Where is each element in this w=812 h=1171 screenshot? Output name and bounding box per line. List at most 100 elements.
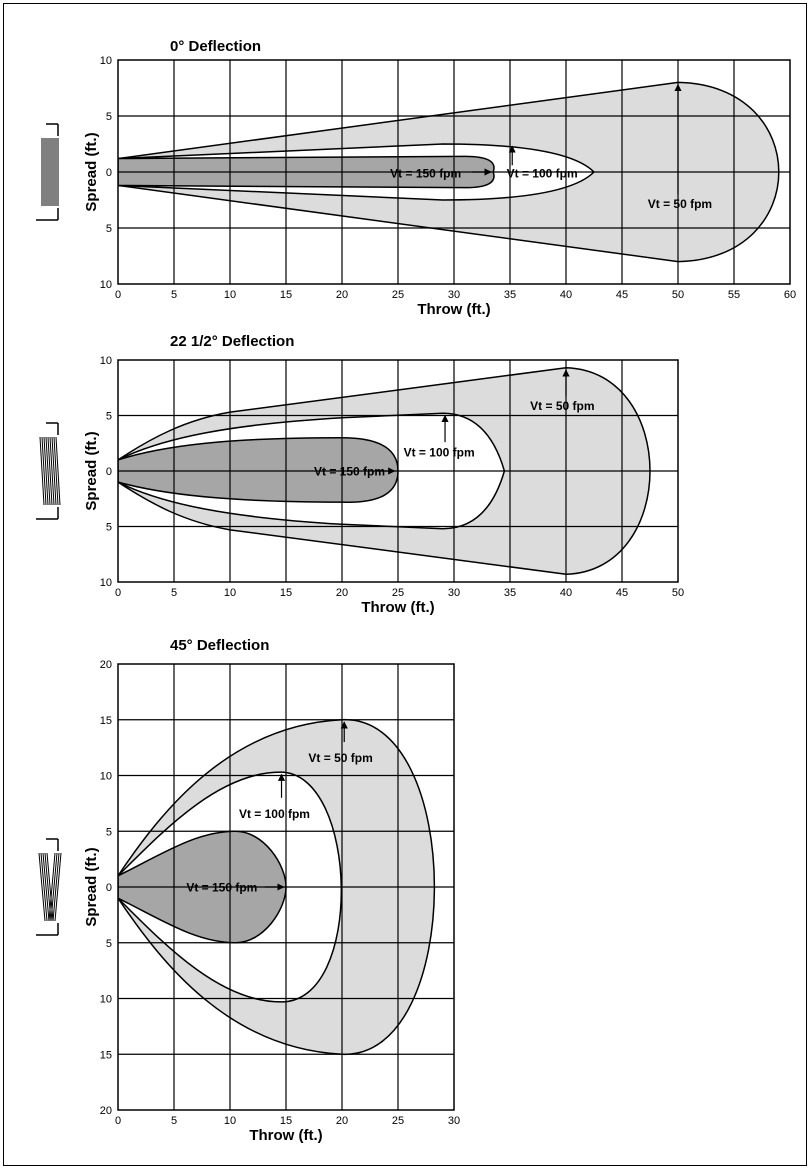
y-tick-label: 5 xyxy=(106,522,112,534)
annotations: Vt = 50 fpm Vt = 100 fpm Vt = 150 fpm xyxy=(314,369,595,478)
plot-border xyxy=(117,359,679,583)
label-vt-150: Vt = 150 fpm xyxy=(186,880,257,894)
x-tick-label: 10 xyxy=(224,587,236,599)
x-tick-label: 15 xyxy=(280,289,292,301)
diffuser-blade xyxy=(53,436,59,506)
annotations: Vt = 50 fpm Vt = 100 fpm Vt = 150 fpm xyxy=(390,83,712,211)
x-tick-labels: 0 5 10 15 20 25 30 xyxy=(115,1115,460,1127)
x-axis-label: Throw (ft.) xyxy=(361,599,434,616)
y-tick-label: 15 xyxy=(100,715,112,727)
y-tick-label: 5 xyxy=(106,223,112,235)
y-tick-label: 15 xyxy=(100,1049,112,1061)
y-tick-label: 5 xyxy=(106,938,112,950)
diffuser-0-icon xyxy=(36,123,59,221)
diffuser-blade xyxy=(52,852,60,922)
diffuser-blade xyxy=(45,436,51,506)
x-tick-label: 55 xyxy=(728,289,740,301)
chart-title: 45° Deflection xyxy=(170,637,269,654)
x-tick-label: 40 xyxy=(560,289,572,301)
x-tick-label: 20 xyxy=(336,289,348,301)
y-tick-labels: 20 15 10 5 0 5 10 15 20 xyxy=(100,659,112,1117)
plot-border xyxy=(117,663,455,1111)
label-vt-50: Vt = 50 fpm xyxy=(530,399,594,413)
y-axis-label: Spread (ft.) xyxy=(83,431,100,510)
label-vt-50: Vt = 50 fpm xyxy=(648,197,712,211)
diffuser-blade xyxy=(40,852,48,922)
x-axis-label: Throw (ft.) xyxy=(417,301,490,318)
x-tick-label: 5 xyxy=(171,1115,177,1127)
x-tick-label: 30 xyxy=(448,289,460,301)
label-vt-100: Vt = 100 fpm xyxy=(507,167,578,181)
x-tick-label: 50 xyxy=(672,289,684,301)
x-tick-label: 40 xyxy=(560,587,572,599)
x-tick-label: 50 xyxy=(672,587,684,599)
x-tick-label: 45 xyxy=(616,289,628,301)
x-tick-labels: 0 5 10 15 20 25 30 35 40 45 50 xyxy=(115,587,684,599)
y-axis-label: Spread (ft.) xyxy=(83,132,100,211)
diffuser-blade xyxy=(43,436,49,506)
chart-title: 22 1/2° Deflection xyxy=(170,333,294,350)
label-vt-50: Vt = 50 fpm xyxy=(308,751,372,765)
y-axis-label: Spread (ft.) xyxy=(83,847,100,926)
chart-22-5-deflection: 22 1/2° Deflection 0 5 10 15 20 25 30 35 40 45 50 … xyxy=(36,333,684,616)
x-tick-label: 0 xyxy=(115,587,121,599)
label-vt-100: Vt = 100 fpm xyxy=(239,807,310,821)
diffuser-blade xyxy=(49,436,55,506)
y-tick-label: 10 xyxy=(100,355,112,367)
diffuser-blade xyxy=(39,436,45,506)
diffuser-blade xyxy=(54,852,62,922)
x-tick-label: 45 xyxy=(616,587,628,599)
x-tick-label: 5 xyxy=(171,587,177,599)
plot-border xyxy=(117,59,791,285)
x-tick-label: 20 xyxy=(336,587,348,599)
x-tick-label: 60 xyxy=(784,289,796,301)
x-tick-label: 25 xyxy=(392,1115,404,1127)
x-tick-label: 30 xyxy=(448,1115,460,1127)
diffuser-blade xyxy=(48,852,56,922)
x-tick-label: 25 xyxy=(392,289,404,301)
y-tick-labels: 10 5 0 5 10 xyxy=(100,55,112,291)
y-tick-label: 20 xyxy=(100,659,112,671)
diffuser-blade xyxy=(42,852,50,922)
chart-45-deflection: 45° Deflection 0 5 10 15 20 25 30 20 15 10 5 0 5 10 1… xyxy=(36,637,460,1144)
x-tick-label: 25 xyxy=(392,587,404,599)
x-tick-label: 10 xyxy=(224,289,236,301)
x-tick-label: 10 xyxy=(224,1115,236,1127)
y-tick-label: 5 xyxy=(106,111,112,123)
diffuser-blade xyxy=(55,436,61,506)
x-tick-label: 35 xyxy=(504,587,516,599)
y-tick-label: 10 xyxy=(100,994,112,1006)
x-tick-label: 30 xyxy=(448,587,460,599)
y-tick-label: 5 xyxy=(106,826,112,838)
x-tick-label: 0 xyxy=(115,289,121,301)
y-tick-labels: 10 5 0 5 10 xyxy=(100,355,112,589)
y-tick-label: 10 xyxy=(100,55,112,67)
y-tick-label: 0 xyxy=(106,882,112,894)
x-tick-label: 15 xyxy=(280,1115,292,1127)
y-tick-label: 5 xyxy=(106,411,112,423)
diffuser-blade xyxy=(50,852,58,922)
label-vt-150: Vt = 150 fpm xyxy=(314,464,385,478)
chart-0-deflection: 0° Deflection 0 5 10 15 20 25 30 35 40 45 50 55 60 1… xyxy=(36,38,796,318)
label-vt-100: Vt = 100 fpm xyxy=(404,446,475,460)
y-tick-label: 20 xyxy=(100,1105,112,1117)
annotations: Vt = 50 fpm Vt = 100 fpm Vt = 150 fpm xyxy=(186,721,373,894)
y-tick-label: 10 xyxy=(100,279,112,291)
diffuser-45-icon xyxy=(36,838,62,936)
y-tick-label: 0 xyxy=(106,466,112,478)
x-tick-label: 15 xyxy=(280,587,292,599)
diffuser-22-icon xyxy=(36,422,61,520)
x-tick-labels: 0 5 10 15 20 25 30 35 40 45 50 55 60 xyxy=(115,289,796,301)
diffuser-blade xyxy=(38,852,46,922)
x-tick-label: 20 xyxy=(336,1115,348,1127)
y-tick-label: 10 xyxy=(100,771,112,783)
grid xyxy=(118,664,454,1110)
chart-title: 0° Deflection xyxy=(170,38,261,55)
figure-frame xyxy=(3,3,807,1166)
x-tick-label: 35 xyxy=(504,289,516,301)
diffuser-blade xyxy=(51,436,57,506)
diffuser-blade xyxy=(41,436,47,506)
diffuser-blade xyxy=(47,436,53,506)
x-axis-label: Throw (ft.) xyxy=(249,1127,322,1144)
